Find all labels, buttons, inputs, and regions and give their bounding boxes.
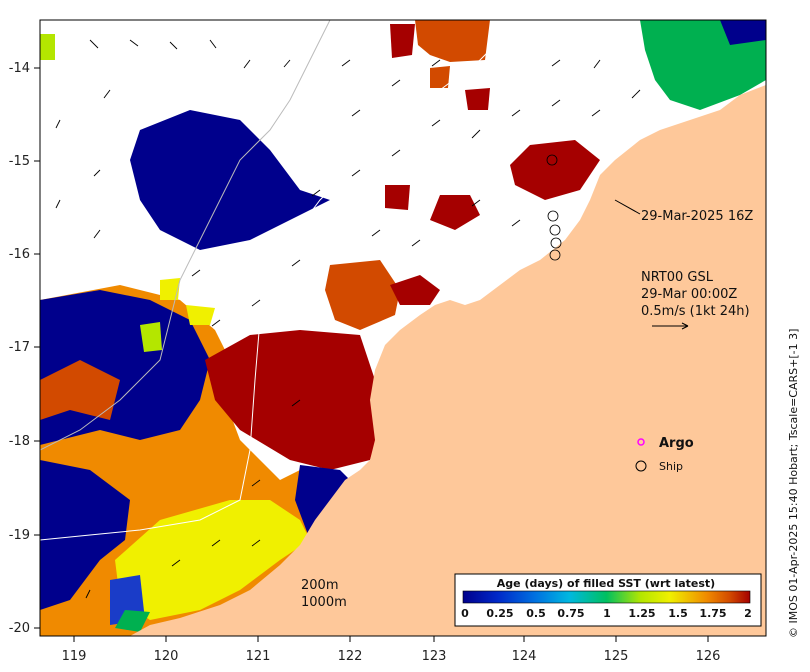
lat-tick-label: -17 <box>9 340 30 355</box>
colorbar-tick: 1.25 <box>628 607 655 620</box>
colorbar-title: Age (days) of filled SST (wrt latest) <box>497 577 715 590</box>
ship-track-time: 29-Mar-2025 16Z <box>641 209 753 224</box>
lon-tick-label: 119 <box>62 649 87 664</box>
scale-arrow-icon <box>652 322 689 330</box>
lon-axis: 119 120 121 122 123 124 125 126 <box>62 649 721 664</box>
contour-1000m-label: 1000m <box>301 595 347 610</box>
ship-time-pointer <box>614 199 641 215</box>
lon-tick-label: 124 <box>512 649 537 664</box>
plot-frame <box>39 19 767 637</box>
argo-legend-label: Argo <box>659 436 694 451</box>
colorbar-tick: 0.5 <box>526 607 546 620</box>
lat-tick-label: -20 <box>9 621 30 636</box>
land-mass <box>130 85 766 636</box>
ship-track <box>546 154 562 261</box>
lon-tick-label: 125 <box>604 649 629 664</box>
colorbar-tick: 1.5 <box>668 607 688 620</box>
colorbar-tick: 0 <box>461 607 469 620</box>
colorbar-tick: 0.75 <box>557 607 584 620</box>
lat-axis: -14 -15 -16 -17 -18 -19 -20 <box>9 61 30 636</box>
ship-legend-label: Ship <box>659 460 683 473</box>
colorbar-gradient <box>462 590 751 604</box>
axis-ticks <box>34 67 709 642</box>
lat-tick-label: -15 <box>9 154 30 169</box>
colorbar-tick: 1 <box>603 607 611 620</box>
contour-200m <box>40 20 331 451</box>
colorbar-tick: 1.75 <box>699 607 726 620</box>
date-label: 29-Mar 00:00Z <box>641 287 737 302</box>
argo-marker-icon <box>637 438 645 446</box>
lon-tick-label: 123 <box>422 649 447 664</box>
lon-tick-label: 121 <box>246 649 271 664</box>
current-vectors <box>55 39 641 599</box>
contour-1000m <box>40 20 521 541</box>
product-label: NRT00 GSL <box>641 270 714 285</box>
ship-marker-icon <box>635 460 647 472</box>
colorbar-tick: 2 <box>744 607 752 620</box>
lat-tick-label: -18 <box>9 434 30 449</box>
scale-label: 0.5m/s (1kt 24h) <box>641 304 750 319</box>
colorbar-legend: Age (days) of filled SST (wrt latest) 0 … <box>454 573 762 627</box>
lat-tick-label: -16 <box>9 247 30 262</box>
lon-tick-label: 120 <box>154 649 179 664</box>
lat-tick-label: -14 <box>9 61 30 76</box>
lon-tick-label: 122 <box>338 649 363 664</box>
lon-tick-label: 126 <box>696 649 721 664</box>
contour-200m-label: 200m <box>301 578 338 593</box>
imos-credit: © IMOS 01-Apr-2025 15:40 Hobart; Tscale=… <box>787 329 800 638</box>
colorbar-tick: 0.25 <box>486 607 513 620</box>
lat-tick-label: -19 <box>9 528 30 543</box>
